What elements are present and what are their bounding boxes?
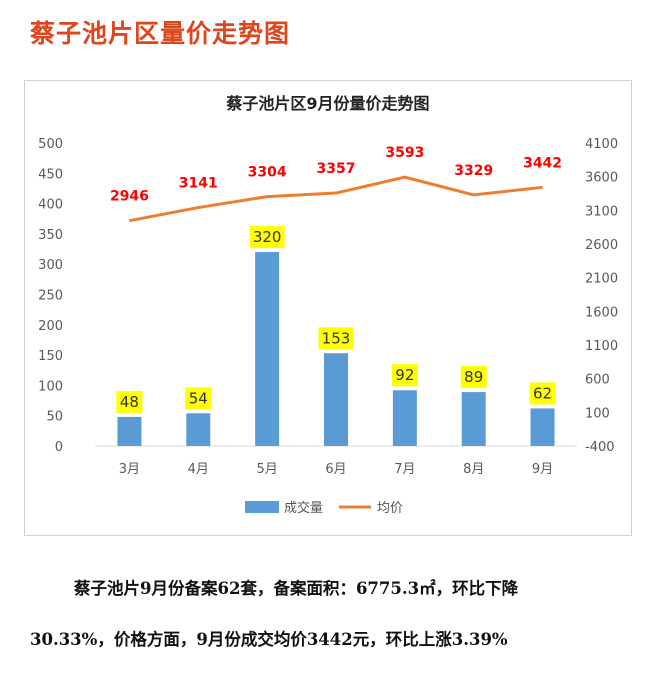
bar-label-highlight (391, 364, 418, 387)
line-data-label: 3442 (523, 155, 562, 171)
y-left-tick-label: 250 (38, 289, 63, 304)
y-right-tick-label: 4100 (585, 137, 618, 152)
bar (324, 353, 348, 446)
x-tick-label: 9月 (532, 462, 553, 477)
price-volume-chart: 蔡子池片区9月份量价走势图 0 50 100 150 200 250 300 350 400 45… (38, 94, 618, 516)
page-title: 蔡子池片区量价走势图 (30, 19, 291, 48)
line-data-label: 3141 (179, 176, 218, 192)
summary-line-1: 蔡子池片9月份备案62套，备案面积：6775.3㎡，环比下降 (74, 579, 519, 598)
chart-title: 蔡子池片区9月份量价走势图 (225, 94, 429, 113)
y-right-tick-label: 1600 (585, 305, 618, 320)
y-right-tick-label: 600 (585, 373, 610, 388)
bar (117, 416, 142, 446)
legend-bar-swatch (245, 501, 279, 513)
chart-legend: 成交量 均价 (245, 500, 403, 516)
y-left-tick-label: 300 (38, 258, 63, 273)
bar-data-label: 62 (533, 384, 552, 402)
y-left-tick-label: 500 (38, 137, 63, 152)
line-data-label: 3329 (454, 163, 493, 179)
bar-data-label: 54 (189, 389, 208, 407)
bar-data-label: 92 (395, 366, 414, 384)
bar-label-highlight (249, 226, 285, 249)
y-right-tick-label: 100 (585, 406, 610, 421)
y-left-tick-label: 100 (38, 379, 63, 394)
summary-line-2: 30.33%，价格方面，9月份成交均价3442元，环比上涨3.39% (30, 630, 508, 649)
y-right-tick-label: -400 (585, 440, 615, 455)
bar-data-label: 48 (120, 393, 139, 411)
y-left-tick-label: 200 (38, 319, 63, 334)
chart-container: 蔡子池片区9月份量价走势图 0 50 100 150 200 250 300 350 400 45… (24, 80, 632, 536)
line-data-label: 3357 (317, 161, 356, 177)
x-tick-label: 3月 (119, 462, 140, 477)
x-tick-label: 8月 (463, 462, 484, 477)
y-left-tick-label: 400 (38, 198, 63, 213)
y-left-tick-label: 0 (55, 440, 63, 455)
y-left-tick-label: 50 (46, 410, 63, 425)
y-right-tick-label: 3100 (585, 204, 618, 219)
y-left-tick-label: 150 (38, 349, 63, 364)
bar-data-label: 89 (464, 368, 483, 386)
bar-label-highlight (116, 390, 143, 413)
bar (461, 392, 486, 446)
bar-data-label: 153 (322, 329, 351, 347)
y-left-tick-label: 450 (38, 167, 63, 182)
x-tick-label: 7月 (394, 462, 415, 477)
bar-label-highlight (318, 327, 354, 350)
bar (255, 252, 280, 446)
bar-data-label: 320 (253, 228, 282, 246)
bar (530, 408, 555, 446)
y-left-tick-label: 350 (38, 228, 63, 243)
bar-label-highlight (529, 382, 556, 405)
bar (186, 413, 211, 446)
line-data-label: 3593 (385, 145, 424, 161)
x-tick-label: 6月 (325, 462, 346, 477)
legend-line-label: 均价 (377, 501, 403, 516)
legend-bar-label: 成交量 (284, 500, 323, 516)
line-data-label: 2946 (110, 189, 149, 205)
bar-label-highlight (460, 366, 487, 389)
bar (392, 390, 417, 446)
y-right-tick-label: 2100 (585, 272, 618, 287)
bar-label-highlight (185, 387, 212, 410)
price-line (129, 175, 543, 223)
y-right-tick-label: 3600 (585, 171, 618, 186)
x-tick-label: 5月 (257, 462, 278, 477)
x-tick-label: 4月 (188, 462, 209, 477)
y-right-tick-label: 2600 (585, 238, 618, 253)
y-right-tick-label: 1100 (585, 339, 618, 354)
line-data-label: 3304 (248, 165, 287, 181)
